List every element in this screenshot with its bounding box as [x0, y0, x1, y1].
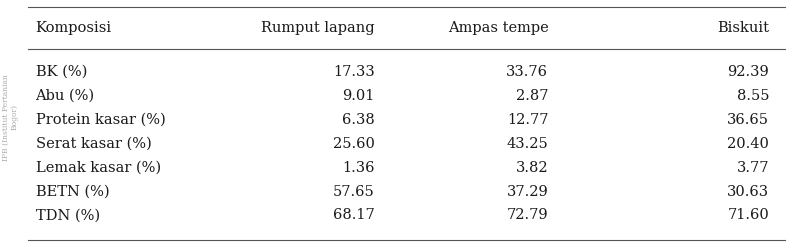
Text: 2.87: 2.87: [516, 89, 548, 103]
Text: TDN (%): TDN (%): [36, 208, 99, 223]
Text: Abu (%): Abu (%): [36, 89, 95, 103]
Text: 71.60: 71.60: [727, 208, 769, 223]
Text: Serat kasar (%): Serat kasar (%): [36, 137, 151, 151]
Text: Biskuit: Biskuit: [717, 21, 769, 35]
Text: 3.82: 3.82: [516, 161, 548, 175]
Text: 37.29: 37.29: [507, 184, 548, 199]
Text: Hak Cipta
IPB (Institut Pertanian
Bogor): Hak Cipta IPB (Institut Pertanian Bogor): [0, 74, 19, 161]
Text: 92.39: 92.39: [727, 65, 769, 79]
Text: BETN (%): BETN (%): [36, 184, 109, 199]
Text: Protein kasar (%): Protein kasar (%): [36, 113, 165, 127]
Text: 30.63: 30.63: [727, 184, 769, 199]
Text: 9.01: 9.01: [342, 89, 375, 103]
Text: Lemak kasar (%): Lemak kasar (%): [36, 161, 161, 175]
Text: 6.38: 6.38: [342, 113, 375, 127]
Text: 68.17: 68.17: [333, 208, 375, 223]
Text: 8.55: 8.55: [737, 89, 769, 103]
Text: 17.33: 17.33: [333, 65, 375, 79]
Text: 25.60: 25.60: [333, 137, 375, 151]
Text: Ampas tempe: Ampas tempe: [447, 21, 548, 35]
Text: 72.79: 72.79: [507, 208, 548, 223]
Text: 36.65: 36.65: [727, 113, 769, 127]
Text: 20.40: 20.40: [727, 137, 769, 151]
Text: 1.36: 1.36: [342, 161, 375, 175]
Text: Komposisi: Komposisi: [36, 21, 111, 35]
Text: 3.77: 3.77: [737, 161, 769, 175]
Text: 43.25: 43.25: [507, 137, 548, 151]
Text: BK (%): BK (%): [36, 65, 87, 79]
Text: Rumput lapang: Rumput lapang: [261, 21, 375, 35]
Text: 57.65: 57.65: [333, 184, 375, 199]
Text: 12.77: 12.77: [507, 113, 548, 127]
Text: 33.76: 33.76: [507, 65, 548, 79]
